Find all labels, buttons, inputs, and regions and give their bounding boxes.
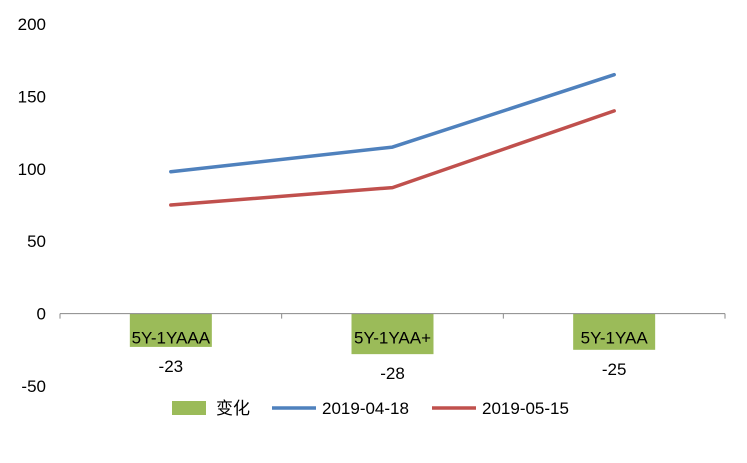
legend-swatch bbox=[172, 401, 206, 415]
zero-line-group bbox=[59, 313, 726, 319]
bar-data-label: -25 bbox=[602, 360, 627, 379]
legend-label: 变化 bbox=[216, 399, 250, 418]
category-label: 5Y-1YAA+ bbox=[354, 329, 431, 348]
bar bbox=[573, 313, 656, 350]
category-label: 5Y-1YAAA bbox=[132, 329, 211, 348]
y-axis: -50 0 50 100 150 200 bbox=[18, 15, 46, 396]
bar-series bbox=[129, 313, 656, 355]
bar-data-label: -28 bbox=[380, 364, 405, 383]
legend: 变化 2019-04-18 2019-05-15 bbox=[172, 399, 569, 418]
series-line bbox=[169, 109, 616, 207]
y-tick-label: 150 bbox=[18, 87, 46, 106]
y-tick-label: 50 bbox=[27, 232, 46, 251]
series-line bbox=[169, 72, 616, 174]
y-tick-label: 200 bbox=[18, 15, 46, 34]
y-tick-label: -50 bbox=[21, 377, 46, 396]
category-label: 5Y-1YAA bbox=[581, 329, 649, 348]
data-labels: -23 -28 -25 bbox=[159, 357, 627, 383]
legend-label: 2019-04-18 bbox=[322, 399, 409, 418]
bar bbox=[351, 313, 434, 355]
bar-data-label: -23 bbox=[159, 357, 184, 376]
line-series bbox=[169, 72, 616, 207]
y-tick-label: 100 bbox=[18, 160, 46, 179]
y-tick-label: 0 bbox=[37, 305, 46, 324]
category-labels: 5Y-1YAAA 5Y-1YAA+ 5Y-1YAA bbox=[132, 329, 649, 348]
bar bbox=[129, 313, 212, 347]
legend-label: 2019-05-15 bbox=[482, 399, 569, 418]
